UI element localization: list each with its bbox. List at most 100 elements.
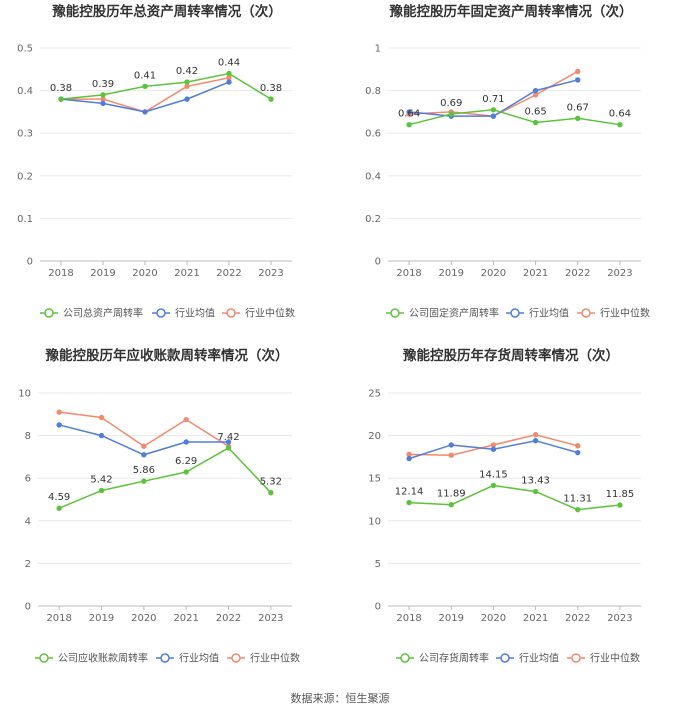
data-label: 0.64 <box>609 109 631 120</box>
chart-title: 豫能控股历年应收账款周转率情况（次） <box>46 347 289 364</box>
chart-title: 豫能控股历年总资产周转率情况（次） <box>52 3 282 20</box>
series-line-1 <box>60 72 272 100</box>
data-label: 0.39 <box>92 79 114 90</box>
data-point <box>617 121 623 128</box>
y-tick-label: 0 <box>25 602 31 613</box>
data-point <box>575 506 581 513</box>
legend-swatch-marker <box>39 653 49 663</box>
legend-label: 行业均值 <box>179 652 219 665</box>
x-tick-label: 2022 <box>216 268 241 279</box>
y-tick-label: 0.3 <box>17 129 33 140</box>
data-label: 11.85 <box>606 489 635 500</box>
data-point <box>98 487 105 494</box>
chart-title: 豫能控股历年存货周转率情况（次） <box>403 347 619 364</box>
data-point <box>532 432 539 438</box>
data-point <box>575 449 581 456</box>
data-point <box>142 83 148 90</box>
series-line-1 <box>409 484 620 511</box>
data-label: 0.38 <box>260 83 282 94</box>
data-point <box>100 92 106 98</box>
y-tick-label: 0.2 <box>365 214 381 225</box>
y-tick-label: 0.1 <box>17 214 33 225</box>
x-tick-label: 2018 <box>46 613 71 624</box>
data-point <box>183 439 189 445</box>
data-label: 11.89 <box>437 489 466 500</box>
x-tick-label: 2018 <box>48 268 73 279</box>
data-point <box>448 452 454 458</box>
data-point <box>226 79 232 85</box>
x-tick-label: 2020 <box>131 613 156 624</box>
chart-4: 豫能控股历年存货周转率情况（次） 0 5 10 15 20 25 2018 2019 2020 20… <box>368 347 641 665</box>
data-label: 11.31 <box>563 494 592 505</box>
legend-label: 公司固定资产周转率 <box>409 307 499 320</box>
data-point <box>406 451 412 458</box>
series-line-3 <box>61 77 230 113</box>
data-point <box>490 446 497 452</box>
legend-swatch-marker <box>44 308 54 318</box>
y-tick-label: 0.6 <box>365 129 381 140</box>
y-tick-label: 0.8 <box>365 86 381 97</box>
x-tick-label: 2022 <box>565 613 590 624</box>
data-point <box>448 111 454 117</box>
data-label: 0.65 <box>524 107 546 118</box>
x-tick-label: 2019 <box>439 613 464 624</box>
data-point <box>56 505 62 511</box>
legend-label: 行业均值 <box>175 307 215 320</box>
data-point <box>184 79 190 85</box>
data-point <box>617 502 623 508</box>
y-tick-label: 0.4 <box>365 171 381 182</box>
data-point <box>490 113 497 119</box>
y-tick-label: 2 <box>25 559 31 570</box>
data-label: 0.38 <box>50 83 72 94</box>
x-tick-label: 2019 <box>90 268 115 279</box>
legend-label: 公司存货周转率 <box>419 652 489 665</box>
data-label: 12.14 <box>395 487 424 498</box>
x-tick-label: 2020 <box>481 268 506 279</box>
x-tick-label: 2018 <box>396 268 421 279</box>
y-tick-label: 0 <box>27 257 33 268</box>
data-point <box>225 439 232 445</box>
data-label: 0.64 <box>398 109 420 120</box>
data-point <box>226 75 232 81</box>
y-tick-label: 1 <box>375 44 381 55</box>
data-source-note: 数据来源：恒生聚源 <box>290 692 390 705</box>
legend-label: 行业均值 <box>519 652 559 665</box>
legend-label: 行业中位数 <box>600 307 650 320</box>
data-point <box>532 87 539 94</box>
data-label: 0.71 <box>482 94 504 105</box>
x-tick-label: 2020 <box>481 613 506 624</box>
data-point <box>184 96 190 102</box>
data-point <box>184 83 190 90</box>
data-point <box>268 96 274 102</box>
y-tick-label: 0 <box>375 257 381 268</box>
y-tick-label: 25 <box>368 389 381 400</box>
y-tick-label: 8 <box>25 431 31 442</box>
legend-label: 行业中位数 <box>250 652 300 665</box>
data-point <box>406 109 412 115</box>
data-point <box>406 455 412 462</box>
legend-label: 行业均值 <box>529 307 569 320</box>
x-tick-label: 2021 <box>174 268 199 279</box>
x-tick-label: 2021 <box>523 613 548 624</box>
data-label: 0.42 <box>176 66 198 77</box>
x-tick-label: 2019 <box>89 613 114 624</box>
series-line-1 <box>408 109 621 126</box>
data-point <box>142 109 148 115</box>
legend-label: 公司应收账款周转率 <box>58 652 148 665</box>
legend-swatch-marker <box>400 653 410 663</box>
data-point <box>575 443 581 449</box>
y-tick-label: 0.5 <box>17 44 33 55</box>
legend-swatch-marker <box>510 308 520 318</box>
data-point <box>490 482 497 489</box>
data-point <box>56 409 62 415</box>
data-label: 14.15 <box>479 469 508 480</box>
legend-label: 行业中位数 <box>590 652 640 665</box>
data-point <box>141 443 147 449</box>
data-point <box>490 107 497 113</box>
data-point <box>141 452 147 458</box>
series-line-3 <box>59 411 229 448</box>
x-tick-label: 2023 <box>607 268 632 279</box>
x-tick-label: 2023 <box>258 613 283 624</box>
x-tick-label: 2021 <box>173 613 198 624</box>
data-point <box>532 488 539 495</box>
